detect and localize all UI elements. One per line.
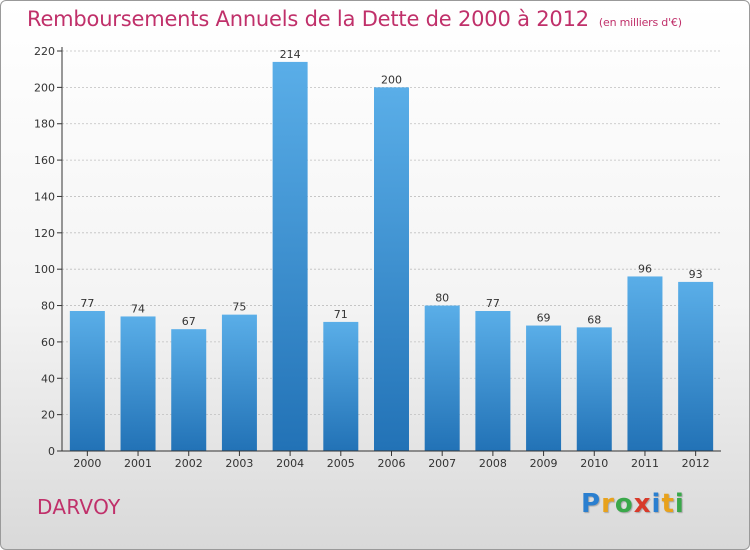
x-tick-label: 2008	[479, 457, 507, 470]
bar	[221, 314, 257, 451]
bar-value-label: 68	[587, 313, 601, 326]
x-tick-label: 2005	[327, 457, 355, 470]
x-tick-label: 2006	[378, 457, 406, 470]
x-tick-label: 2011	[631, 457, 659, 470]
proxiti-logo: Proxiti	[581, 489, 685, 519]
bar-value-label: 96	[638, 262, 652, 275]
labels: 0 20 40 60 80 100 120 140 160 180 200 220 77 2000 74 20…	[34, 45, 710, 470]
axes	[57, 47, 721, 456]
y-tick-label: 20	[41, 409, 55, 422]
bar-value-label: 67	[182, 315, 196, 328]
bar	[678, 281, 714, 451]
bar-value-label: 77	[486, 297, 500, 310]
x-tick-label: 2004	[276, 457, 304, 470]
bar	[475, 311, 511, 451]
bar	[171, 329, 207, 451]
x-tick-label: 2000	[73, 457, 101, 470]
logo-letter: P	[581, 489, 602, 519]
bar	[627, 276, 663, 451]
y-tick-label: 100	[34, 263, 55, 276]
logo-letter: i	[651, 489, 662, 519]
y-tick-label: 60	[41, 336, 55, 349]
logo-letter: r	[601, 489, 615, 519]
logo-letter: o	[614, 489, 634, 519]
bar	[526, 325, 562, 451]
bar-value-label: 214	[280, 48, 301, 61]
bar	[424, 305, 460, 451]
bar-value-label: 77	[80, 297, 94, 310]
y-tick-label: 160	[34, 154, 55, 167]
bar-value-label: 200	[381, 73, 402, 86]
bar-value-label: 71	[334, 308, 348, 321]
y-tick-label: 40	[41, 372, 55, 385]
logo-letter: i	[674, 489, 685, 519]
y-tick-label: 200	[34, 81, 55, 94]
commune-name: DARVOY	[37, 495, 121, 519]
bar-value-label: 93	[689, 268, 703, 281]
chart-title: Remboursements Annuels de la Dette de 20…	[27, 7, 682, 31]
bar	[323, 321, 359, 451]
y-tick-label: 0	[48, 445, 55, 458]
x-tick-label: 2001	[124, 457, 152, 470]
bar-value-label: 80	[435, 292, 449, 305]
bar-value-label: 75	[232, 301, 246, 314]
bars	[69, 61, 714, 452]
bar-value-label: 69	[537, 312, 551, 325]
bar	[69, 311, 105, 451]
x-tick-label: 2010	[580, 457, 608, 470]
y-tick-label: 120	[34, 227, 55, 240]
bar-value-label: 74	[131, 302, 145, 315]
logo-letter: t	[661, 489, 675, 519]
chart-title-text: Remboursements Annuels de la Dette de 20…	[27, 7, 589, 31]
logo-letter: x	[633, 489, 652, 519]
y-tick-label: 80	[41, 300, 55, 313]
bar	[272, 61, 308, 452]
x-tick-label: 2009	[530, 457, 558, 470]
x-tick-label: 2002	[175, 457, 203, 470]
y-tick-label: 220	[34, 45, 55, 58]
y-tick-label: 180	[34, 118, 55, 131]
x-tick-label: 2003	[225, 457, 253, 470]
x-tick-label: 2012	[682, 457, 710, 470]
y-tick-label: 140	[34, 190, 55, 203]
chart-subtitle: (en milliers d'€)	[598, 16, 682, 29]
x-tick-label: 2007	[428, 457, 456, 470]
bar	[374, 87, 409, 451]
bar	[576, 327, 612, 451]
bar	[120, 316, 156, 451]
